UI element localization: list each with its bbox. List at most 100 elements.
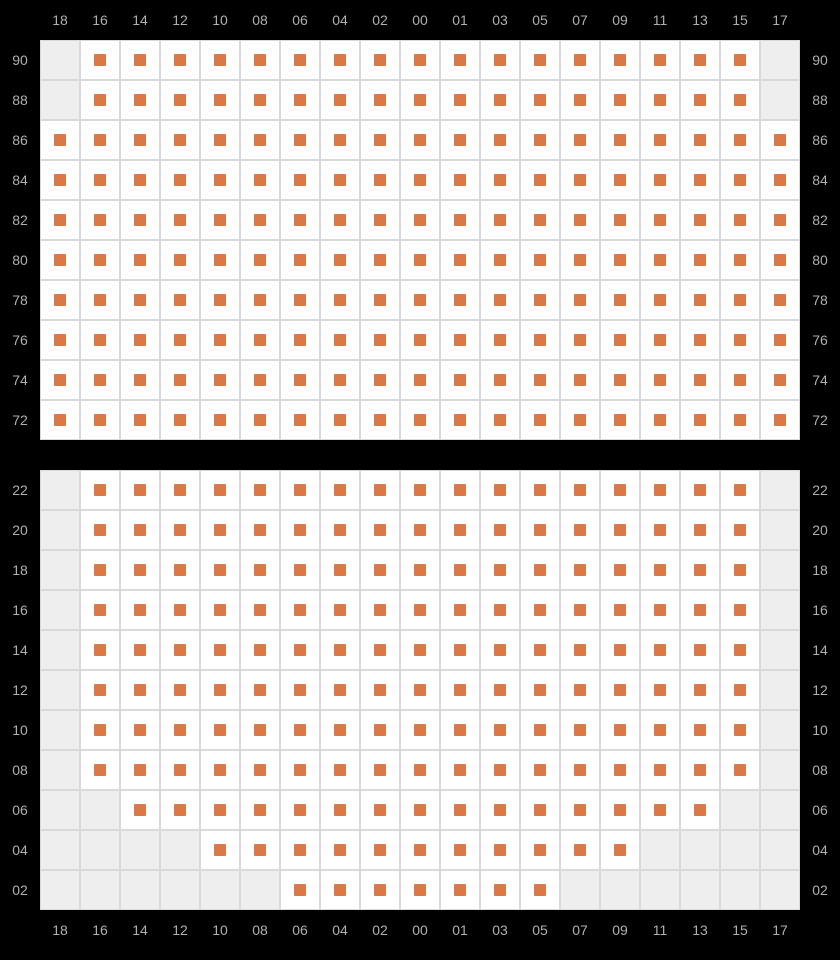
seat-cell[interactable] xyxy=(720,200,760,240)
seat-cell[interactable] xyxy=(640,670,680,710)
seat-cell[interactable] xyxy=(200,40,240,80)
seat-cell[interactable] xyxy=(120,120,160,160)
seat-cell[interactable] xyxy=(240,630,280,670)
seat-cell[interactable] xyxy=(440,830,480,870)
seat-cell[interactable] xyxy=(640,400,680,440)
seat-cell[interactable] xyxy=(720,240,760,280)
seat-cell[interactable] xyxy=(80,280,120,320)
seat-cell[interactable] xyxy=(160,120,200,160)
seat-cell[interactable] xyxy=(520,470,560,510)
seat-cell[interactable] xyxy=(560,470,600,510)
seat-cell[interactable] xyxy=(720,750,760,790)
seat-cell[interactable] xyxy=(80,400,120,440)
seat-cell[interactable] xyxy=(160,400,200,440)
seat-cell[interactable] xyxy=(520,510,560,550)
seat-cell[interactable] xyxy=(360,670,400,710)
seat-cell[interactable] xyxy=(120,360,160,400)
seat-cell[interactable] xyxy=(160,80,200,120)
seat-cell[interactable] xyxy=(120,80,160,120)
seat-cell[interactable] xyxy=(280,550,320,590)
seat-cell[interactable] xyxy=(760,400,800,440)
seat-cell[interactable] xyxy=(200,160,240,200)
seat-cell[interactable] xyxy=(280,120,320,160)
seat-cell[interactable] xyxy=(360,400,400,440)
seat-cell[interactable] xyxy=(560,550,600,590)
seat-cell[interactable] xyxy=(440,670,480,710)
seat-cell[interactable] xyxy=(360,320,400,360)
seat-cell[interactable] xyxy=(480,80,520,120)
seat-cell[interactable] xyxy=(400,470,440,510)
seat-cell[interactable] xyxy=(200,360,240,400)
seat-cell[interactable] xyxy=(440,80,480,120)
seat-cell[interactable] xyxy=(760,320,800,360)
seat-cell[interactable] xyxy=(560,830,600,870)
seat-cell[interactable] xyxy=(360,590,400,630)
seat-cell[interactable] xyxy=(160,670,200,710)
seat-cell[interactable] xyxy=(80,550,120,590)
seat-cell[interactable] xyxy=(640,750,680,790)
seat-cell[interactable] xyxy=(160,160,200,200)
seat-cell[interactable] xyxy=(120,550,160,590)
seat-cell[interactable] xyxy=(280,400,320,440)
seat-cell[interactable] xyxy=(280,360,320,400)
seat-cell[interactable] xyxy=(680,360,720,400)
seat-cell[interactable] xyxy=(640,470,680,510)
seat-cell[interactable] xyxy=(240,40,280,80)
seat-cell[interactable] xyxy=(160,790,200,830)
seat-cell[interactable] xyxy=(600,320,640,360)
seat-cell[interactable] xyxy=(720,630,760,670)
seat-cell[interactable] xyxy=(80,750,120,790)
seat-cell[interactable] xyxy=(240,790,280,830)
seat-cell[interactable] xyxy=(680,400,720,440)
seat-cell[interactable] xyxy=(200,630,240,670)
seat-cell[interactable] xyxy=(160,280,200,320)
seat-cell[interactable] xyxy=(320,280,360,320)
seat-cell[interactable] xyxy=(520,360,560,400)
seat-cell[interactable] xyxy=(560,80,600,120)
seat-cell[interactable] xyxy=(320,200,360,240)
seat-cell[interactable] xyxy=(520,590,560,630)
seat-cell[interactable] xyxy=(280,830,320,870)
seat-cell[interactable] xyxy=(400,750,440,790)
seat-cell[interactable] xyxy=(520,830,560,870)
seat-cell[interactable] xyxy=(120,470,160,510)
seat-cell[interactable] xyxy=(560,630,600,670)
seat-cell[interactable] xyxy=(520,160,560,200)
seat-cell[interactable] xyxy=(640,80,680,120)
seat-cell[interactable] xyxy=(160,590,200,630)
seat-cell[interactable] xyxy=(200,670,240,710)
seat-cell[interactable] xyxy=(240,160,280,200)
seat-cell[interactable] xyxy=(760,200,800,240)
seat-cell[interactable] xyxy=(680,750,720,790)
seat-cell[interactable] xyxy=(320,870,360,910)
seat-cell[interactable] xyxy=(240,750,280,790)
seat-cell[interactable] xyxy=(200,240,240,280)
seat-cell[interactable] xyxy=(160,630,200,670)
seat-cell[interactable] xyxy=(560,200,600,240)
seat-cell[interactable] xyxy=(40,120,80,160)
seat-cell[interactable] xyxy=(320,160,360,200)
seat-cell[interactable] xyxy=(680,790,720,830)
seat-cell[interactable] xyxy=(760,160,800,200)
seat-cell[interactable] xyxy=(200,830,240,870)
seat-cell[interactable] xyxy=(120,200,160,240)
seat-cell[interactable] xyxy=(200,710,240,750)
seat-cell[interactable] xyxy=(400,160,440,200)
seat-cell[interactable] xyxy=(600,750,640,790)
seat-cell[interactable] xyxy=(240,510,280,550)
seat-cell[interactable] xyxy=(160,550,200,590)
seat-cell[interactable] xyxy=(720,320,760,360)
seat-cell[interactable] xyxy=(560,400,600,440)
seat-cell[interactable] xyxy=(80,40,120,80)
seat-cell[interactable] xyxy=(680,470,720,510)
seat-cell[interactable] xyxy=(240,360,280,400)
seat-cell[interactable] xyxy=(120,240,160,280)
seat-cell[interactable] xyxy=(280,80,320,120)
seat-cell[interactable] xyxy=(320,790,360,830)
seat-cell[interactable] xyxy=(440,160,480,200)
seat-cell[interactable] xyxy=(480,670,520,710)
seat-cell[interactable] xyxy=(640,790,680,830)
seat-cell[interactable] xyxy=(440,240,480,280)
seat-cell[interactable] xyxy=(480,320,520,360)
seat-cell[interactable] xyxy=(40,360,80,400)
